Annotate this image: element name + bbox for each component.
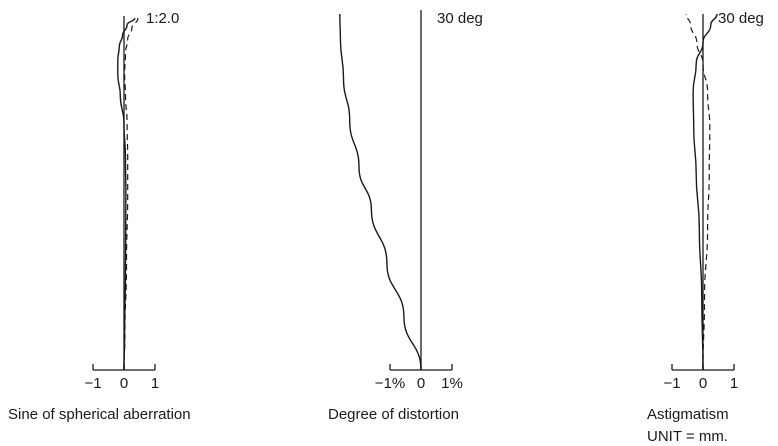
tick-group: −1 0 1	[84, 364, 159, 392]
x-tick-label: −1	[663, 375, 680, 392]
aperture-label: 1:2.0	[146, 10, 179, 27]
field-angle-label: 30 deg	[718, 10, 764, 27]
curve-group	[339, 13, 422, 371]
dashed-curve	[685, 13, 711, 371]
x-tick-label: 0	[120, 375, 128, 392]
panel-caption: Astigmatism	[647, 406, 729, 423]
x-tick-label: 0	[699, 375, 707, 392]
curve-group	[117, 17, 139, 371]
solid-curve	[339, 13, 422, 371]
x-tick-label: 1	[151, 375, 159, 392]
unit-caption: UNIT = mm.	[647, 428, 728, 445]
solid-curve	[692, 13, 718, 371]
distortion-panel: 30 deg −1% 0 1% Degree of distortion	[328, 10, 483, 423]
panel-caption: Sine of spherical aberration	[8, 406, 191, 423]
tick-group: −1 0 1	[663, 364, 738, 392]
spherical-aberration-panel: 1:2.0 −1 0 1 Sine of spherical aberration	[8, 10, 191, 423]
field-angle-label: 30 deg	[437, 10, 483, 27]
panel-caption: Degree of distortion	[328, 406, 459, 423]
tick-group: −1% 0 1%	[375, 364, 463, 392]
x-tick-label: 1	[730, 375, 738, 392]
x-tick-label: 1%	[441, 375, 463, 392]
x-tick-label: −1%	[375, 375, 405, 392]
dashed-curve	[123, 17, 139, 371]
curve-group	[685, 13, 718, 371]
x-tick-label: −1	[84, 375, 101, 392]
astigmatism-panel: 30 deg −1 0 1 Astigmatism UNIT = mm.	[647, 10, 764, 445]
solid-curve	[117, 17, 136, 371]
x-tick-label: 0	[417, 375, 425, 392]
